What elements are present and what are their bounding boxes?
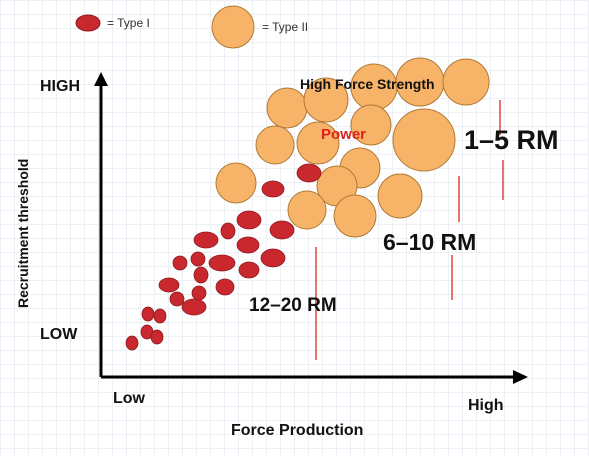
type1-fiber bbox=[269, 220, 295, 240]
type2-fiber bbox=[255, 125, 295, 165]
legend-type2-label: = Type II bbox=[262, 20, 309, 34]
y-axis-title: Recruitment threshold bbox=[15, 158, 31, 308]
legend-type2-marker bbox=[211, 5, 255, 49]
x-axis-title: Force Production bbox=[231, 422, 364, 439]
type1-fiber bbox=[172, 255, 188, 271]
type1-fiber bbox=[236, 236, 260, 254]
type1-fiber bbox=[238, 261, 260, 279]
type1-fiber bbox=[169, 291, 185, 307]
power-label: Power bbox=[321, 126, 367, 143]
type1-fiber bbox=[125, 335, 139, 351]
type2-fiber bbox=[392, 108, 456, 172]
y-axis-high-label: HIGH bbox=[40, 78, 80, 95]
type1-fiber bbox=[158, 277, 180, 293]
x-axis-arrow bbox=[513, 370, 528, 384]
type1-fiber bbox=[208, 254, 236, 272]
type1-fiber bbox=[220, 222, 236, 240]
type1-fiber bbox=[190, 251, 206, 267]
rep-range-1-5rm: 1–5 RM bbox=[464, 125, 559, 155]
x-axis-low-label: Low bbox=[113, 390, 145, 407]
type1-fiber bbox=[261, 180, 285, 198]
legend-type1-marker bbox=[75, 14, 101, 32]
type1-fiber bbox=[153, 308, 167, 324]
high-force-strength-label: High Force Strength bbox=[300, 76, 435, 92]
type1-fiber bbox=[191, 285, 207, 301]
type2-fiber bbox=[287, 190, 327, 230]
y-axis-low-label: LOW bbox=[40, 326, 78, 343]
type1-fiber bbox=[260, 248, 286, 268]
type2-fiber bbox=[303, 77, 349, 123]
type1-fiber bbox=[215, 278, 235, 296]
type2-fiber bbox=[266, 87, 308, 129]
type1-fiber bbox=[296, 163, 322, 183]
type2-fiber bbox=[296, 121, 340, 165]
type1-fiber bbox=[193, 266, 209, 284]
type2-fiber bbox=[215, 162, 257, 204]
type2-fiber bbox=[442, 58, 490, 106]
type1-fiber bbox=[150, 329, 164, 345]
rep-range-6-10rm: 6–10 RM bbox=[383, 229, 477, 255]
type2-fiber bbox=[333, 194, 377, 238]
legend-type1-label: = Type I bbox=[107, 16, 150, 30]
y-axis-arrow bbox=[94, 72, 108, 86]
type1-fiber bbox=[236, 210, 262, 230]
type1-fiber bbox=[141, 306, 155, 322]
rep-range-12-20rm: 12–20 RM bbox=[249, 295, 337, 316]
type1-fiber bbox=[181, 298, 207, 316]
type1-fiber bbox=[193, 231, 219, 249]
type2-fiber bbox=[350, 104, 392, 146]
type2-fiber bbox=[377, 173, 423, 219]
x-axis-high-label: High bbox=[468, 397, 504, 414]
